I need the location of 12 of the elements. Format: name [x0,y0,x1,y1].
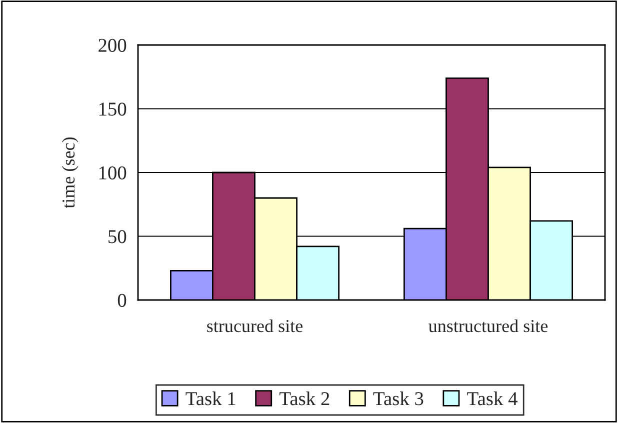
y-tick-label: 100 [99,166,126,180]
y-tick-label: 0 [118,294,126,307]
legend-label: Task 1 [186,392,236,406]
y-tick-label: 50 [108,230,126,244]
legend-label: Task 2 [280,392,330,406]
y-tick-label: 200 [98,38,126,52]
x-tick-label: unstructured site [428,319,548,332]
y-axis-title: time (sec) [62,137,78,208]
legend-label: Task 4 [467,392,518,406]
y-tick-label: 150 [99,102,126,116]
legend-label: Task 3 [373,392,424,406]
x-tick-label: strucured site [207,319,303,332]
